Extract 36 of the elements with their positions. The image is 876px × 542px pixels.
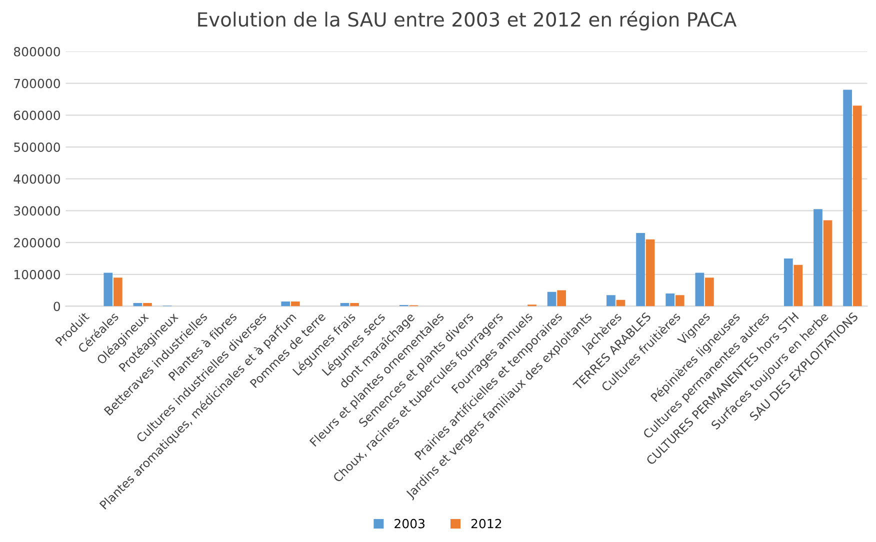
bar	[794, 264, 803, 306]
chart-title: Evolution de la SAU entre 2003 et 2012 en région PACA	[198, 10, 737, 31]
bar	[281, 301, 290, 306]
bar	[616, 300, 626, 306]
bar	[814, 209, 822, 306]
y-tick-label: 800000	[14, 46, 60, 56]
y-tick-label: 0	[54, 302, 60, 312]
y-tick-label: 400000	[14, 174, 60, 184]
bar	[104, 272, 113, 306]
bar	[646, 239, 655, 306]
bar	[705, 278, 714, 306]
bar	[823, 220, 832, 306]
bar	[784, 258, 793, 306]
y-tick-label: 200000	[14, 238, 60, 248]
bar	[852, 106, 862, 306]
bar	[606, 295, 616, 306]
bar	[557, 290, 566, 306]
legend-label: 2012	[471, 518, 502, 528]
y-tick-label: 100000	[14, 270, 60, 280]
bar	[675, 295, 684, 306]
legend-label: 2003	[394, 518, 424, 528]
y-tick-label: 500000	[14, 142, 60, 152]
bar	[340, 303, 350, 306]
bar	[547, 292, 556, 306]
bar	[133, 303, 142, 306]
bar	[636, 232, 645, 306]
y-tick-label: 300000	[14, 206, 60, 216]
bar	[350, 303, 359, 306]
bar	[666, 293, 675, 306]
y-tick-label: 600000	[14, 110, 60, 120]
y-tick-label: 700000	[14, 78, 60, 88]
bar	[843, 90, 852, 306]
bar	[143, 303, 152, 306]
bar	[290, 301, 300, 306]
bar	[113, 278, 122, 306]
bar	[695, 272, 704, 306]
